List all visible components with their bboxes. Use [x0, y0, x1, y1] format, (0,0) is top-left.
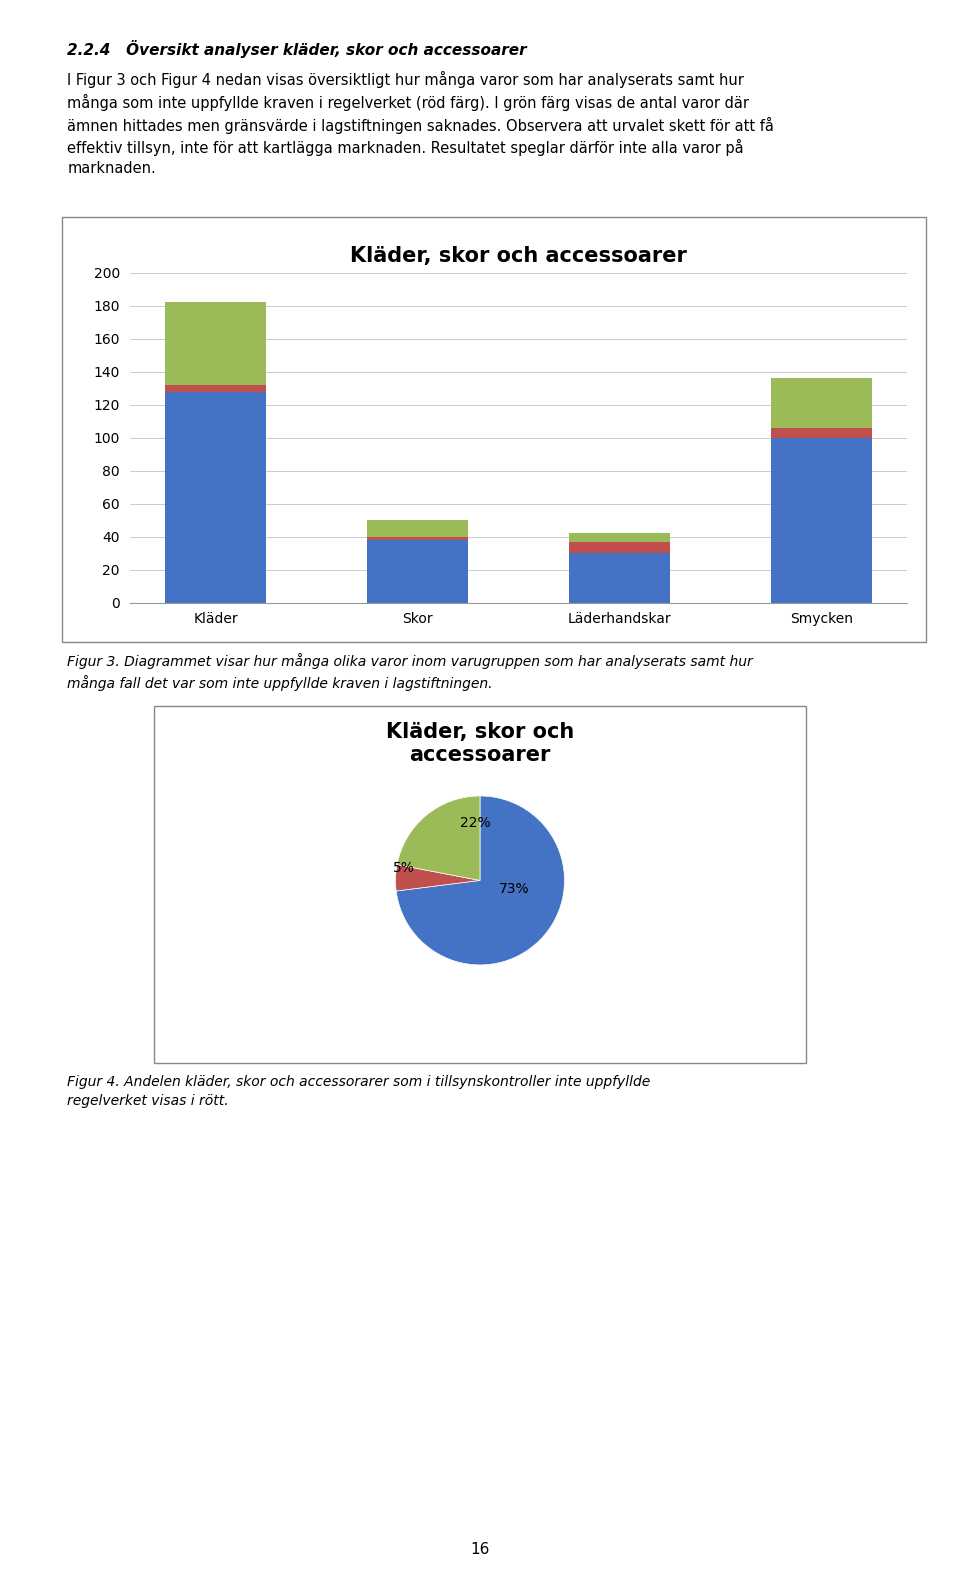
Bar — [367, 536, 468, 539]
Bar — [165, 392, 266, 603]
Text: Figur 3. Diagrammet visar hur många olika varor inom varugruppen som har analyse: Figur 3. Diagrammet visar hur många olik… — [67, 653, 753, 690]
Bar — [569, 542, 670, 554]
Bar — [771, 438, 872, 603]
Text: Figur 4. Andelen kläder, skor och accessorarer som i tillsynskontroller inte upp: Figur 4. Andelen kläder, skor och access… — [67, 1075, 651, 1107]
Bar — [771, 428, 872, 438]
Bar — [367, 539, 468, 603]
Text: I Figur 3 och Figur 4 nedan visas översiktligt hur många varor som har analysera: I Figur 3 och Figur 4 nedan visas översi… — [67, 71, 774, 176]
Title: Kläder, skor och accessoarer: Kläder, skor och accessoarer — [350, 246, 686, 266]
Wedge shape — [396, 864, 480, 891]
Text: Kläder, skor och
accessoarer: Kläder, skor och accessoarer — [386, 722, 574, 764]
Wedge shape — [397, 796, 480, 880]
Text: 73%: 73% — [498, 882, 529, 896]
Bar — [569, 554, 670, 603]
Bar — [771, 379, 872, 428]
Text: 22%: 22% — [461, 815, 492, 829]
Bar — [569, 533, 670, 542]
Bar — [165, 303, 266, 385]
Text: 5%: 5% — [393, 861, 415, 875]
Bar — [367, 520, 468, 536]
Wedge shape — [396, 796, 564, 964]
Bar — [165, 385, 266, 392]
Text: 16: 16 — [470, 1543, 490, 1557]
Text: 2.2.4   Översikt analyser kläder, skor och accessoarer: 2.2.4 Översikt analyser kläder, skor och… — [67, 40, 527, 57]
